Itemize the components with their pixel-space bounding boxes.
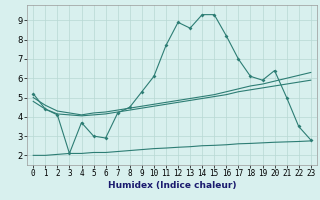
X-axis label: Humidex (Indice chaleur): Humidex (Indice chaleur) — [108, 181, 236, 190]
